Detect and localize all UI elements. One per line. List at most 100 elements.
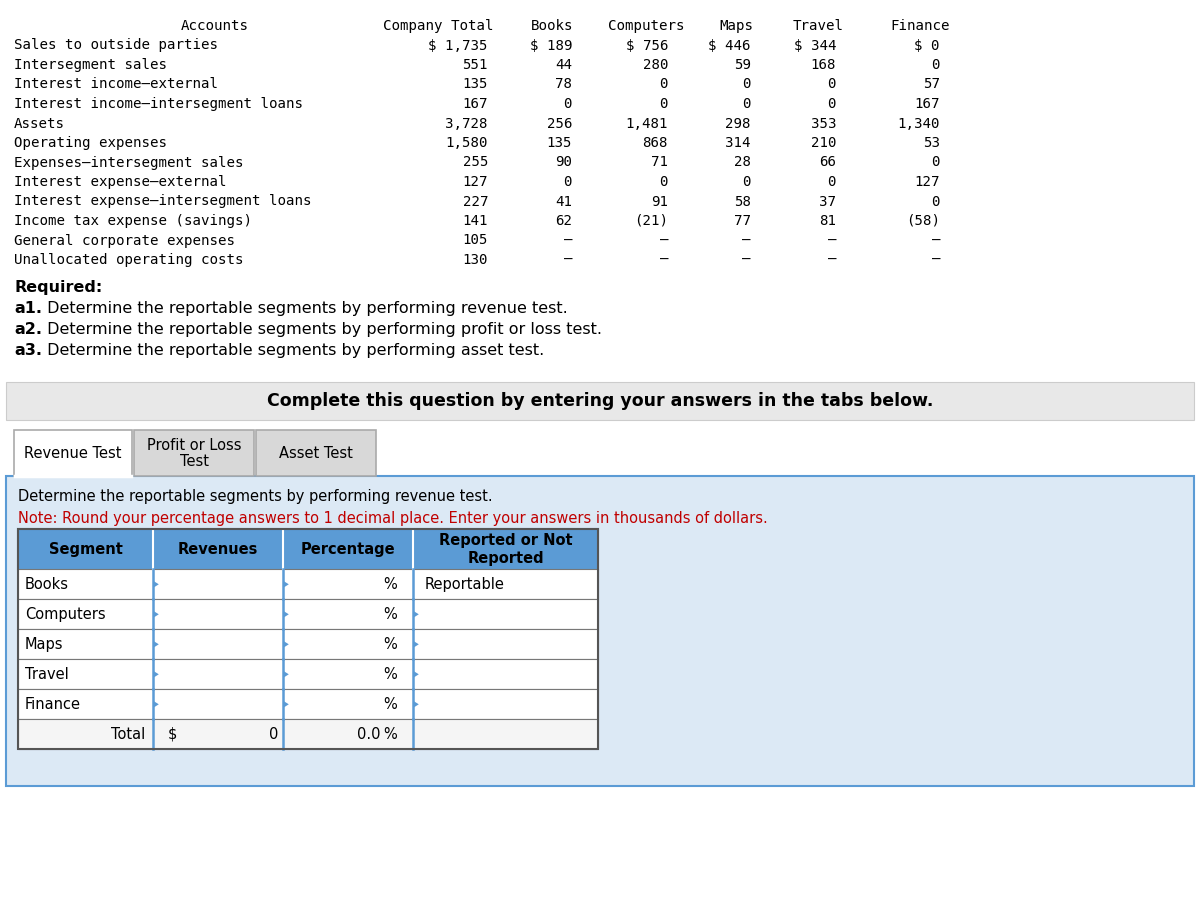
Text: 0: 0 <box>828 175 836 189</box>
Polygon shape <box>154 612 158 617</box>
Text: Unallocated operating costs: Unallocated operating costs <box>14 253 244 267</box>
Text: 314: 314 <box>726 136 751 150</box>
Text: 298: 298 <box>726 116 751 130</box>
Polygon shape <box>284 701 289 707</box>
Text: 0: 0 <box>743 97 751 111</box>
Text: 53: 53 <box>923 136 940 150</box>
Text: Complete this question by entering your answers in the tabs below.: Complete this question by entering your … <box>266 393 934 410</box>
FancyBboxPatch shape <box>256 431 376 476</box>
Text: 353: 353 <box>810 116 836 130</box>
Text: 28: 28 <box>734 155 751 169</box>
Text: a1.: a1. <box>14 301 42 316</box>
Text: –: – <box>828 234 836 248</box>
Text: Sales to outside parties: Sales to outside parties <box>14 39 218 53</box>
FancyBboxPatch shape <box>14 431 132 476</box>
Text: Determine the reportable segments by performing asset test.: Determine the reportable segments by per… <box>42 344 545 359</box>
Text: 135: 135 <box>546 136 572 150</box>
Text: 41: 41 <box>554 194 572 209</box>
Text: Income tax expense (savings): Income tax expense (savings) <box>14 214 252 228</box>
Text: $ 189: $ 189 <box>529 39 572 53</box>
Text: 57: 57 <box>923 78 940 91</box>
Text: General corporate expenses: General corporate expenses <box>14 234 235 248</box>
Text: 0: 0 <box>931 194 940 209</box>
Text: –: – <box>564 253 572 267</box>
FancyBboxPatch shape <box>6 476 1194 786</box>
Polygon shape <box>154 672 158 677</box>
Text: 0: 0 <box>828 78 836 91</box>
Text: 0: 0 <box>743 175 751 189</box>
Text: Percentage: Percentage <box>301 541 395 557</box>
Text: Intersegment sales: Intersegment sales <box>14 58 167 72</box>
Polygon shape <box>414 612 419 617</box>
Text: 168: 168 <box>810 58 836 72</box>
Text: 0.0: 0.0 <box>358 727 382 742</box>
Text: –: – <box>660 234 668 248</box>
Text: 0: 0 <box>660 97 668 111</box>
Text: 551: 551 <box>462 58 488 72</box>
Text: –: – <box>743 253 751 267</box>
FancyBboxPatch shape <box>18 719 598 749</box>
Text: %: % <box>383 637 397 651</box>
Text: 0: 0 <box>931 155 940 169</box>
FancyBboxPatch shape <box>134 431 254 476</box>
Text: 256: 256 <box>546 116 572 130</box>
Text: 37: 37 <box>818 194 836 209</box>
Polygon shape <box>414 701 419 707</box>
Text: 78: 78 <box>554 78 572 91</box>
Text: Books: Books <box>25 577 70 591</box>
Text: 127: 127 <box>914 175 940 189</box>
Text: 91: 91 <box>650 194 668 209</box>
Polygon shape <box>154 701 158 707</box>
FancyBboxPatch shape <box>18 600 598 629</box>
Text: 280: 280 <box>642 58 668 72</box>
Text: 0: 0 <box>564 175 572 189</box>
Polygon shape <box>414 641 419 648</box>
Text: 0: 0 <box>269 727 278 742</box>
Text: Interest income–intersegment loans: Interest income–intersegment loans <box>14 97 302 111</box>
Text: Assets: Assets <box>14 116 65 130</box>
Text: $ 344: $ 344 <box>793 39 836 53</box>
Text: 3,728: 3,728 <box>445 116 488 130</box>
Text: 71: 71 <box>650 155 668 169</box>
Text: Determine the reportable segments by performing revenue test.: Determine the reportable segments by per… <box>42 301 568 316</box>
Text: –: – <box>743 234 751 248</box>
Text: 135: 135 <box>462 78 488 91</box>
Text: Interest expense–external: Interest expense–external <box>14 175 227 189</box>
Text: 0: 0 <box>743 78 751 91</box>
Text: 62: 62 <box>554 214 572 228</box>
Text: %: % <box>383 727 397 742</box>
Text: 58: 58 <box>734 194 751 209</box>
Text: Reported: Reported <box>467 551 544 565</box>
Text: 1,340: 1,340 <box>898 116 940 130</box>
Text: $ 756: $ 756 <box>625 39 668 53</box>
Text: Segment: Segment <box>48 541 122 557</box>
Text: 1,580: 1,580 <box>445 136 488 150</box>
Text: Total: Total <box>110 727 145 742</box>
Text: 130: 130 <box>462 253 488 267</box>
Text: Reported or Not: Reported or Not <box>439 533 572 548</box>
Text: Note: Round your percentage answers to 1 decimal place. Enter your answers in th: Note: Round your percentage answers to 1… <box>18 511 768 527</box>
Text: 1,481: 1,481 <box>625 116 668 130</box>
FancyBboxPatch shape <box>18 689 598 719</box>
Text: 167: 167 <box>914 97 940 111</box>
Text: Profit or Loss: Profit or Loss <box>146 438 241 453</box>
Text: (58): (58) <box>906 214 940 228</box>
Text: 66: 66 <box>818 155 836 169</box>
Text: Determine the reportable segments by performing revenue test.: Determine the reportable segments by per… <box>18 490 493 505</box>
Text: 105: 105 <box>462 234 488 248</box>
Text: 81: 81 <box>818 214 836 228</box>
FancyBboxPatch shape <box>18 569 598 600</box>
FancyBboxPatch shape <box>6 383 1194 420</box>
Text: 0: 0 <box>828 97 836 111</box>
Text: 210: 210 <box>810 136 836 150</box>
Text: Books: Books <box>530 19 574 33</box>
Text: Travel: Travel <box>792 19 844 33</box>
Text: %: % <box>383 577 397 591</box>
Text: 227: 227 <box>462 194 488 209</box>
Text: Determine the reportable segments by performing profit or loss test.: Determine the reportable segments by per… <box>42 322 602 337</box>
Text: Finance: Finance <box>25 697 82 711</box>
Polygon shape <box>284 612 289 617</box>
Text: Travel: Travel <box>25 667 68 682</box>
Text: Reportable: Reportable <box>425 577 505 591</box>
Polygon shape <box>284 641 289 648</box>
